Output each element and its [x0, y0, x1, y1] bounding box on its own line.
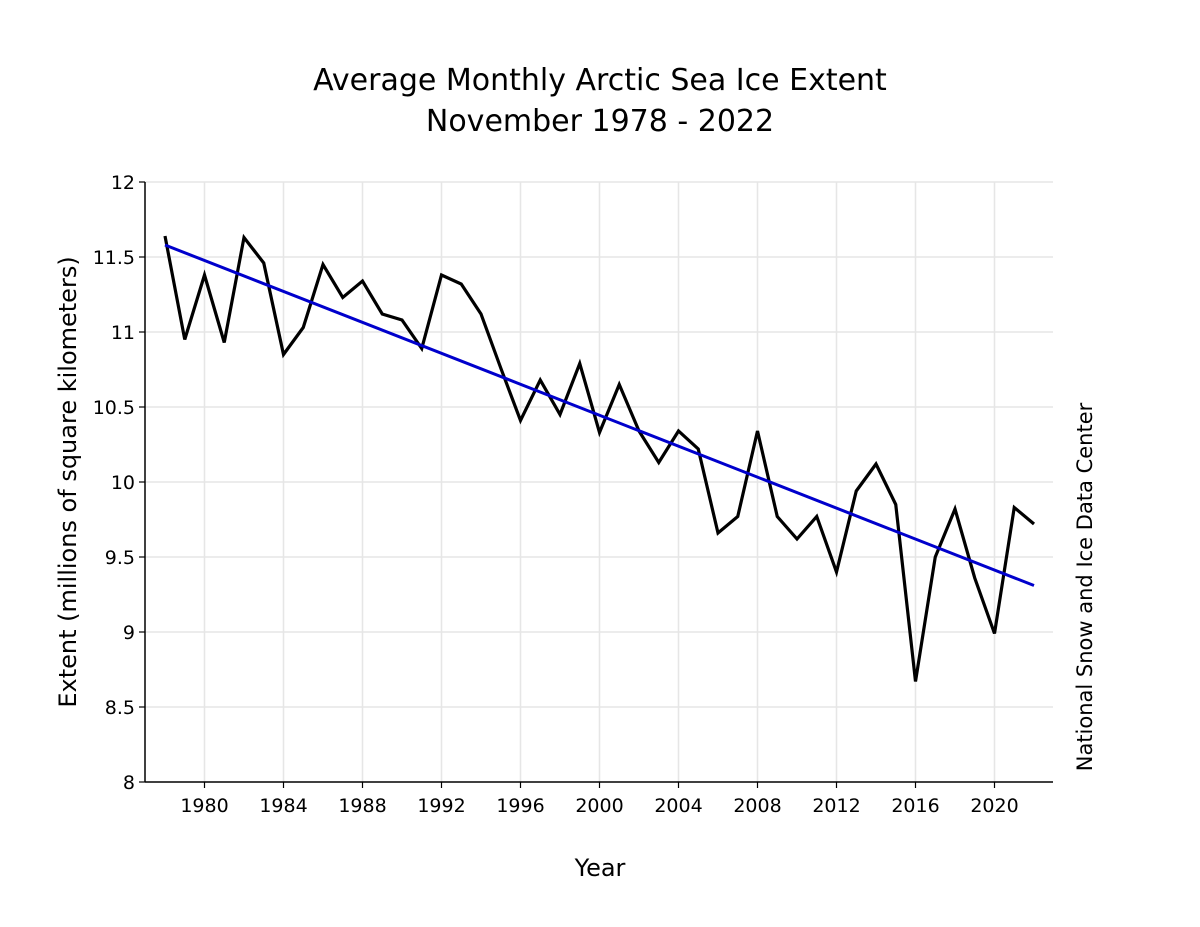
y-tick-label: 12	[111, 172, 135, 194]
x-tick-label: 1984	[259, 795, 307, 817]
trend-line	[164, 243, 1035, 587]
credit-label: National Snow and Ice Data Center	[1073, 402, 1097, 771]
y-axis-ticks: 8 8.5 9 9.5 10 10.5 11 11.5 12	[93, 172, 145, 794]
x-tick-label: 2004	[654, 795, 702, 817]
y-tick-label: 10.5	[93, 397, 135, 419]
x-axis-label: Year	[574, 854, 626, 882]
x-tick-label: 1988	[338, 795, 386, 817]
y-tick-label: 9	[123, 622, 135, 644]
x-tick-label: 2016	[891, 795, 939, 817]
extent-series-line	[163, 233, 1036, 682]
y-tick-label: 9.5	[105, 547, 135, 569]
y-tick-label: 8	[123, 772, 135, 794]
y-axis-label: Extent (millions of square kilometers)	[54, 256, 82, 707]
x-tick-label: 1996	[496, 795, 544, 817]
x-tick-label: 2000	[575, 795, 623, 817]
chart-subtitle: November 1978 - 2022	[426, 104, 774, 139]
x-tick-label: 1980	[180, 795, 228, 817]
x-tick-label: 1992	[417, 795, 465, 817]
y-tick-label: 11	[111, 322, 135, 344]
series-group	[163, 233, 1036, 682]
x-axis-ticks: 1980 1984 1988 1992 1996 2000 2004 2008 2012 2016…	[180, 782, 1019, 817]
y-tick-label: 11.5	[93, 247, 135, 269]
x-tick-label: 2012	[812, 795, 860, 817]
y-tick-label: 10	[111, 472, 135, 494]
x-tick-label: 2020	[970, 795, 1018, 817]
chart-title: Average Monthly Arctic Sea Ice Extent	[313, 63, 887, 98]
y-tick-label: 8.5	[105, 697, 135, 719]
x-tick-label: 2008	[733, 795, 781, 817]
